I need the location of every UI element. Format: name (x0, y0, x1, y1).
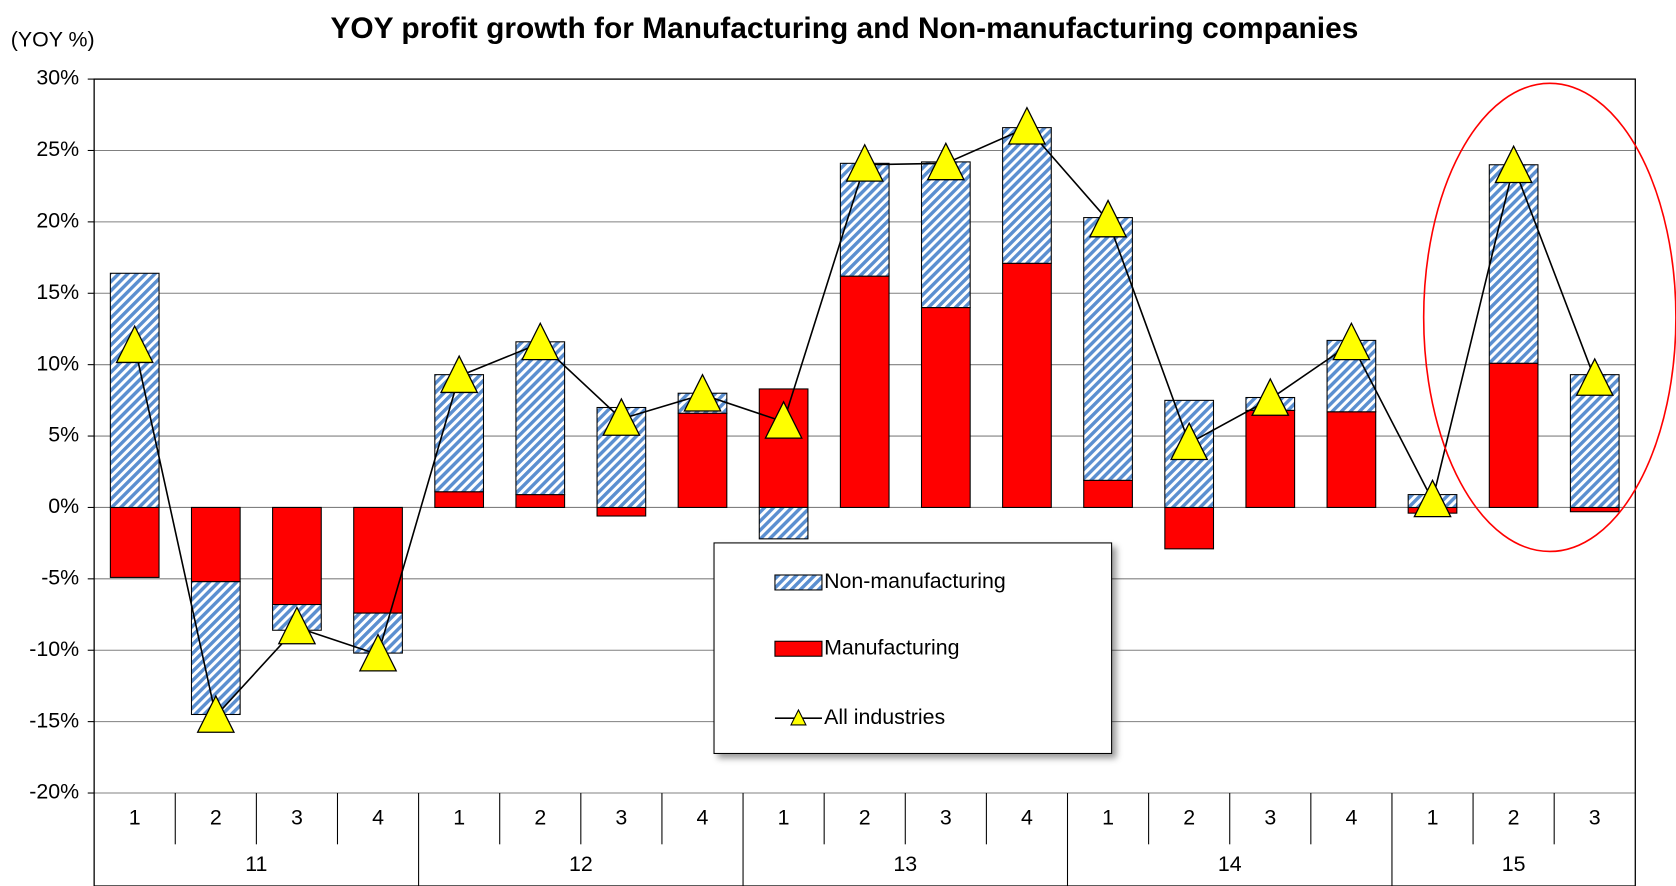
x-group-label: 13 (893, 852, 917, 876)
line-series (115, 106, 1614, 733)
x-tick-label: 1 (129, 805, 141, 829)
bar (109, 506, 160, 578)
x-tick-label: 3 (615, 805, 627, 829)
y-tick-label: 20% (36, 209, 79, 233)
y-axis-label: (YOY %) (11, 27, 95, 51)
bar (272, 506, 322, 606)
legend: Non-manufacturing Manufacturing All indust… (713, 542, 1113, 755)
bar (1326, 411, 1377, 508)
marker (1169, 421, 1209, 461)
marker (1413, 478, 1452, 518)
marker (764, 400, 803, 439)
bar (1002, 127, 1052, 264)
bar (1002, 262, 1052, 508)
bar (758, 506, 809, 540)
marker (358, 633, 398, 672)
x-tick-label: 3 (1589, 805, 1601, 829)
bar (515, 494, 566, 508)
marker (602, 397, 641, 436)
marker (1007, 106, 1047, 145)
marker (1088, 199, 1128, 238)
bar (515, 341, 566, 496)
bar (1245, 409, 1296, 508)
bars (109, 127, 1620, 716)
marker (196, 694, 236, 733)
marker (277, 605, 317, 645)
x-tick-label: 4 (372, 805, 384, 829)
x-tick-label: 2 (1508, 805, 1520, 829)
marker (845, 143, 884, 182)
marker (439, 354, 479, 394)
bar (1488, 362, 1539, 508)
marker (1332, 321, 1371, 361)
x-tick-label: 3 (940, 805, 952, 829)
x-tick-label: 1 (453, 805, 465, 829)
marker (926, 141, 966, 181)
x-tick-label: 1 (1427, 805, 1439, 829)
x-tick-label: 3 (291, 805, 303, 829)
x-group-label: 14 (1218, 852, 1242, 876)
x-group-label: 15 (1502, 852, 1526, 876)
bar (839, 162, 890, 277)
y-tick-label: -5% (41, 565, 79, 589)
legend-label: All industries (824, 705, 945, 729)
x-tick-label: 2 (210, 805, 222, 829)
bar (920, 161, 971, 309)
x-tick-label: 2 (859, 805, 871, 829)
y-tick-label: -20% (29, 780, 79, 804)
x-group-label: 11 (245, 852, 267, 876)
bar (920, 307, 971, 508)
bar (1569, 374, 1620, 508)
bar (1083, 479, 1133, 508)
bar (353, 506, 403, 614)
x-tick-label: 2 (1183, 805, 1195, 829)
y-tick-label: -15% (29, 708, 79, 732)
bar (1488, 164, 1539, 364)
y-tick-label: 30% (36, 66, 79, 90)
x-tick-label: 2 (534, 805, 546, 829)
bar (190, 506, 241, 583)
marker (683, 373, 722, 412)
y-tick-label: 15% (36, 280, 79, 304)
x-tick-label: 4 (1345, 805, 1357, 829)
y-tick-label: -10% (29, 637, 79, 661)
marker (521, 321, 560, 361)
legend-label: Manufacturing (824, 635, 959, 659)
y-tick-label: 25% (36, 137, 79, 161)
legend-swatch (774, 574, 823, 591)
x-tick-label: 4 (697, 805, 709, 829)
y-tick-label: 10% (36, 351, 79, 375)
marker (1251, 377, 1290, 416)
grid: -20% -15% -10% -5% 0% 5% 10% 15% 20% 25% 30% (29, 66, 1636, 804)
bar (677, 412, 728, 508)
highlight-ellipse (1422, 82, 1676, 553)
x-tick-label: 1 (778, 805, 790, 829)
bar (434, 491, 485, 508)
x-tick-label: 1 (1102, 805, 1114, 829)
legend-swatch (774, 640, 823, 657)
bar (109, 272, 160, 508)
chart-title: YOY profit growth for Manufacturing and … (330, 12, 1358, 45)
x-group-label: 12 (569, 852, 593, 876)
marker (1575, 357, 1614, 396)
x-tick-label: 4 (1021, 805, 1033, 829)
marker (1494, 144, 1533, 184)
marker (115, 324, 154, 364)
y-tick-label: 0% (48, 494, 79, 518)
bar (1083, 217, 1133, 481)
bar (839, 275, 890, 508)
y-tick-label: 5% (48, 423, 79, 447)
bar (190, 581, 241, 716)
bar (1569, 506, 1620, 513)
bar (1164, 506, 1215, 550)
legend-marker (790, 708, 807, 726)
bar (596, 506, 647, 517)
x-tick-label: 3 (1264, 805, 1276, 829)
legend-label: Non-manufacturing (824, 569, 1006, 593)
